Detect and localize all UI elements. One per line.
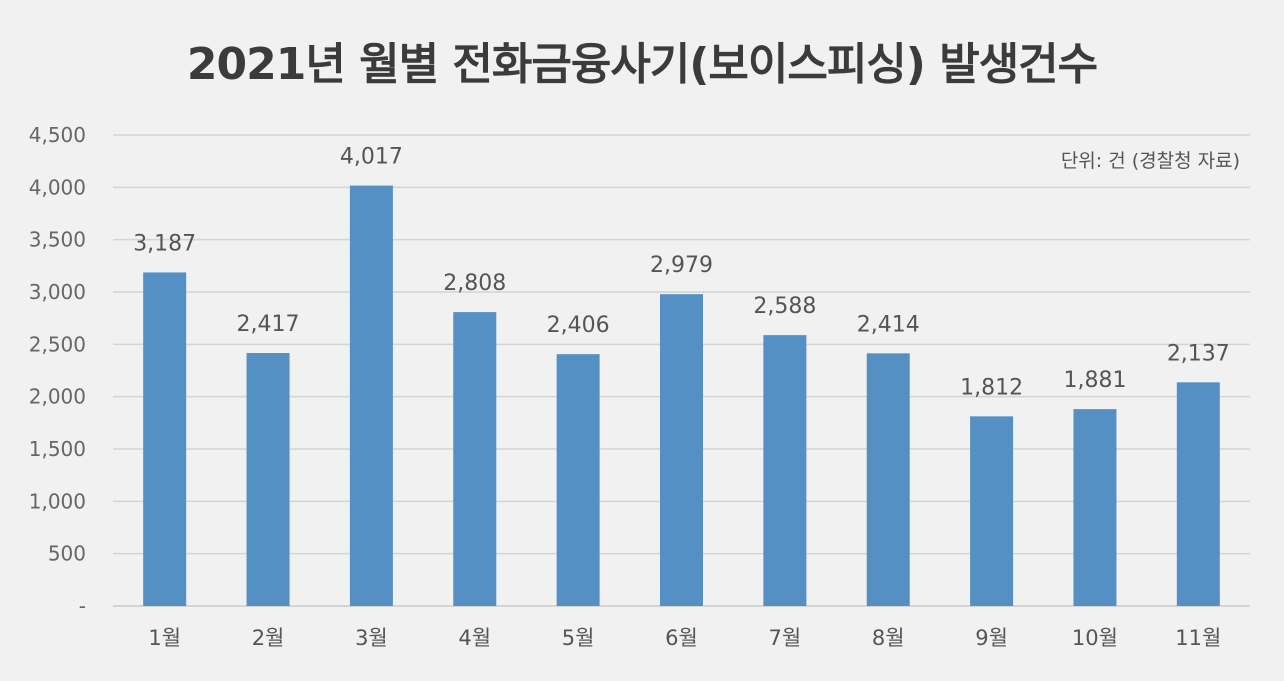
data-label: 4,017 <box>340 145 403 170</box>
y-tick-label: 3,500 <box>29 228 86 252</box>
y-tick-label: 4,500 <box>29 123 86 147</box>
x-tick-label: 2월 <box>252 626 285 650</box>
bar <box>1176 382 1220 606</box>
data-label: 2,137 <box>1167 341 1230 366</box>
bar <box>246 353 290 606</box>
bar <box>660 294 703 606</box>
x-tick-label: 1월 <box>148 626 181 650</box>
y-tick-label: 2,500 <box>29 332 86 356</box>
y-tick-label: 4,000 <box>29 175 86 199</box>
bar <box>1073 409 1117 606</box>
bar <box>143 272 187 606</box>
data-label: 3,187 <box>133 231 196 256</box>
data-label: 2,808 <box>443 271 506 296</box>
y-tick-label: 1,500 <box>29 437 86 461</box>
y-tick-label: 1,000 <box>29 489 86 513</box>
data-label: 1,881 <box>1063 368 1126 393</box>
data-label: 2,979 <box>650 253 713 278</box>
x-tick-label: 5월 <box>562 626 595 650</box>
data-label: 2,588 <box>753 294 816 319</box>
x-tick-label: 3월 <box>355 626 388 650</box>
unit-note: 단위: 건 (경찰청 자료) <box>1060 150 1240 172</box>
bar <box>970 416 1014 606</box>
x-tick-label: 7월 <box>769 626 802 650</box>
x-tick-label: 4월 <box>458 626 491 650</box>
bar <box>866 353 910 606</box>
bar <box>453 312 497 606</box>
data-label: 2,414 <box>857 312 920 337</box>
data-label: 1,812 <box>960 375 1023 400</box>
y-tick-label: 3,000 <box>29 280 86 304</box>
y-tick-label: 500 <box>48 542 86 566</box>
data-label: 2,417 <box>237 312 300 337</box>
bar <box>763 335 807 606</box>
bar <box>349 185 393 606</box>
chart-title: 2021년 월별 전화금융사기(보이스피싱) 발생건수 <box>186 39 1098 90</box>
y-tick-label: - <box>79 594 86 618</box>
y-tick-label: 2,000 <box>29 385 86 409</box>
data-label: 2,406 <box>547 313 610 338</box>
x-tick-label: 8월 <box>872 626 905 650</box>
bar <box>556 354 600 606</box>
x-tick-label: 11월 <box>1175 626 1221 650</box>
x-tick-label: 10월 <box>1072 626 1118 650</box>
x-tick-label: 6월 <box>665 626 698 650</box>
x-tick-label: 9월 <box>975 626 1008 650</box>
